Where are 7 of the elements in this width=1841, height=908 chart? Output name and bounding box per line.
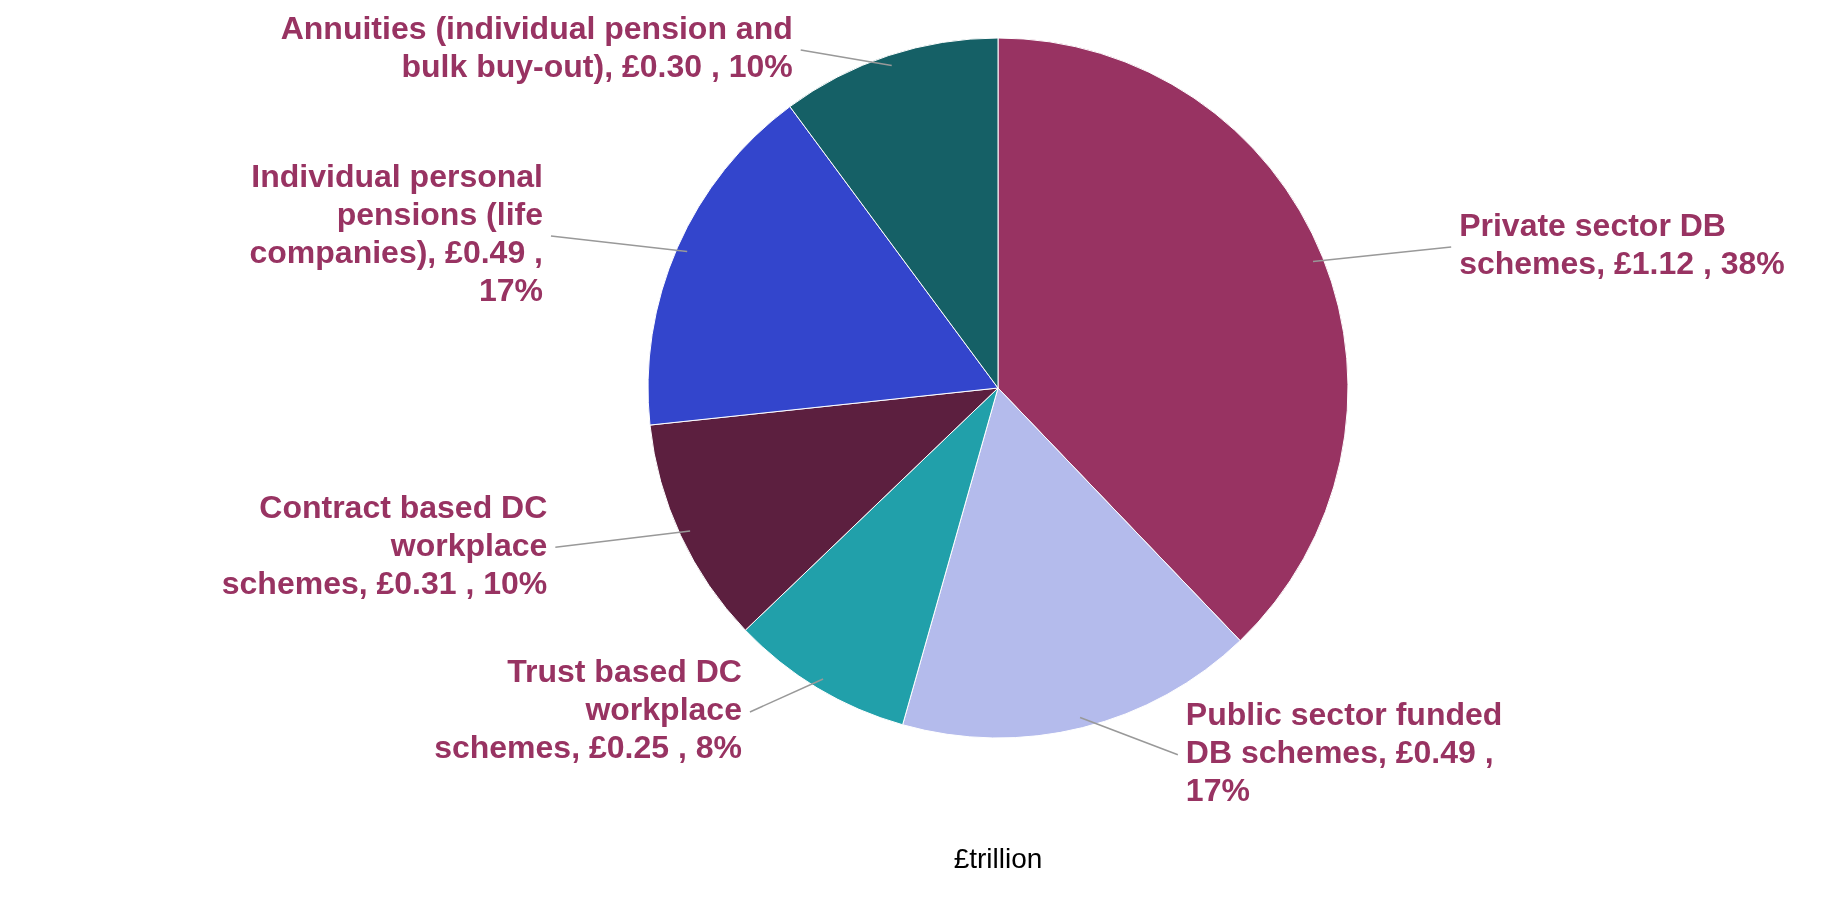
slice-label: Individual personal pensions (life companies), £0.49 , 17% <box>249 158 543 309</box>
text: £trillion <box>953 843 1043 874</box>
slice-label: Contract based DC workplace schemes, £0.31 , 10% <box>221 488 548 601</box>
slice-label: Trust based DC workplace schemes, £0.25 , 8% <box>434 653 742 766</box>
slice-label: Public sector funded DB schemes, £0.49 , 17% <box>1185 695 1503 808</box>
slice-label: Private sector DB schemes, £1.12 , 38% <box>1459 207 1785 282</box>
slice-label: Annuities (individual pension and bulk buy-out), £0.30 , 10% <box>280 10 793 85</box>
